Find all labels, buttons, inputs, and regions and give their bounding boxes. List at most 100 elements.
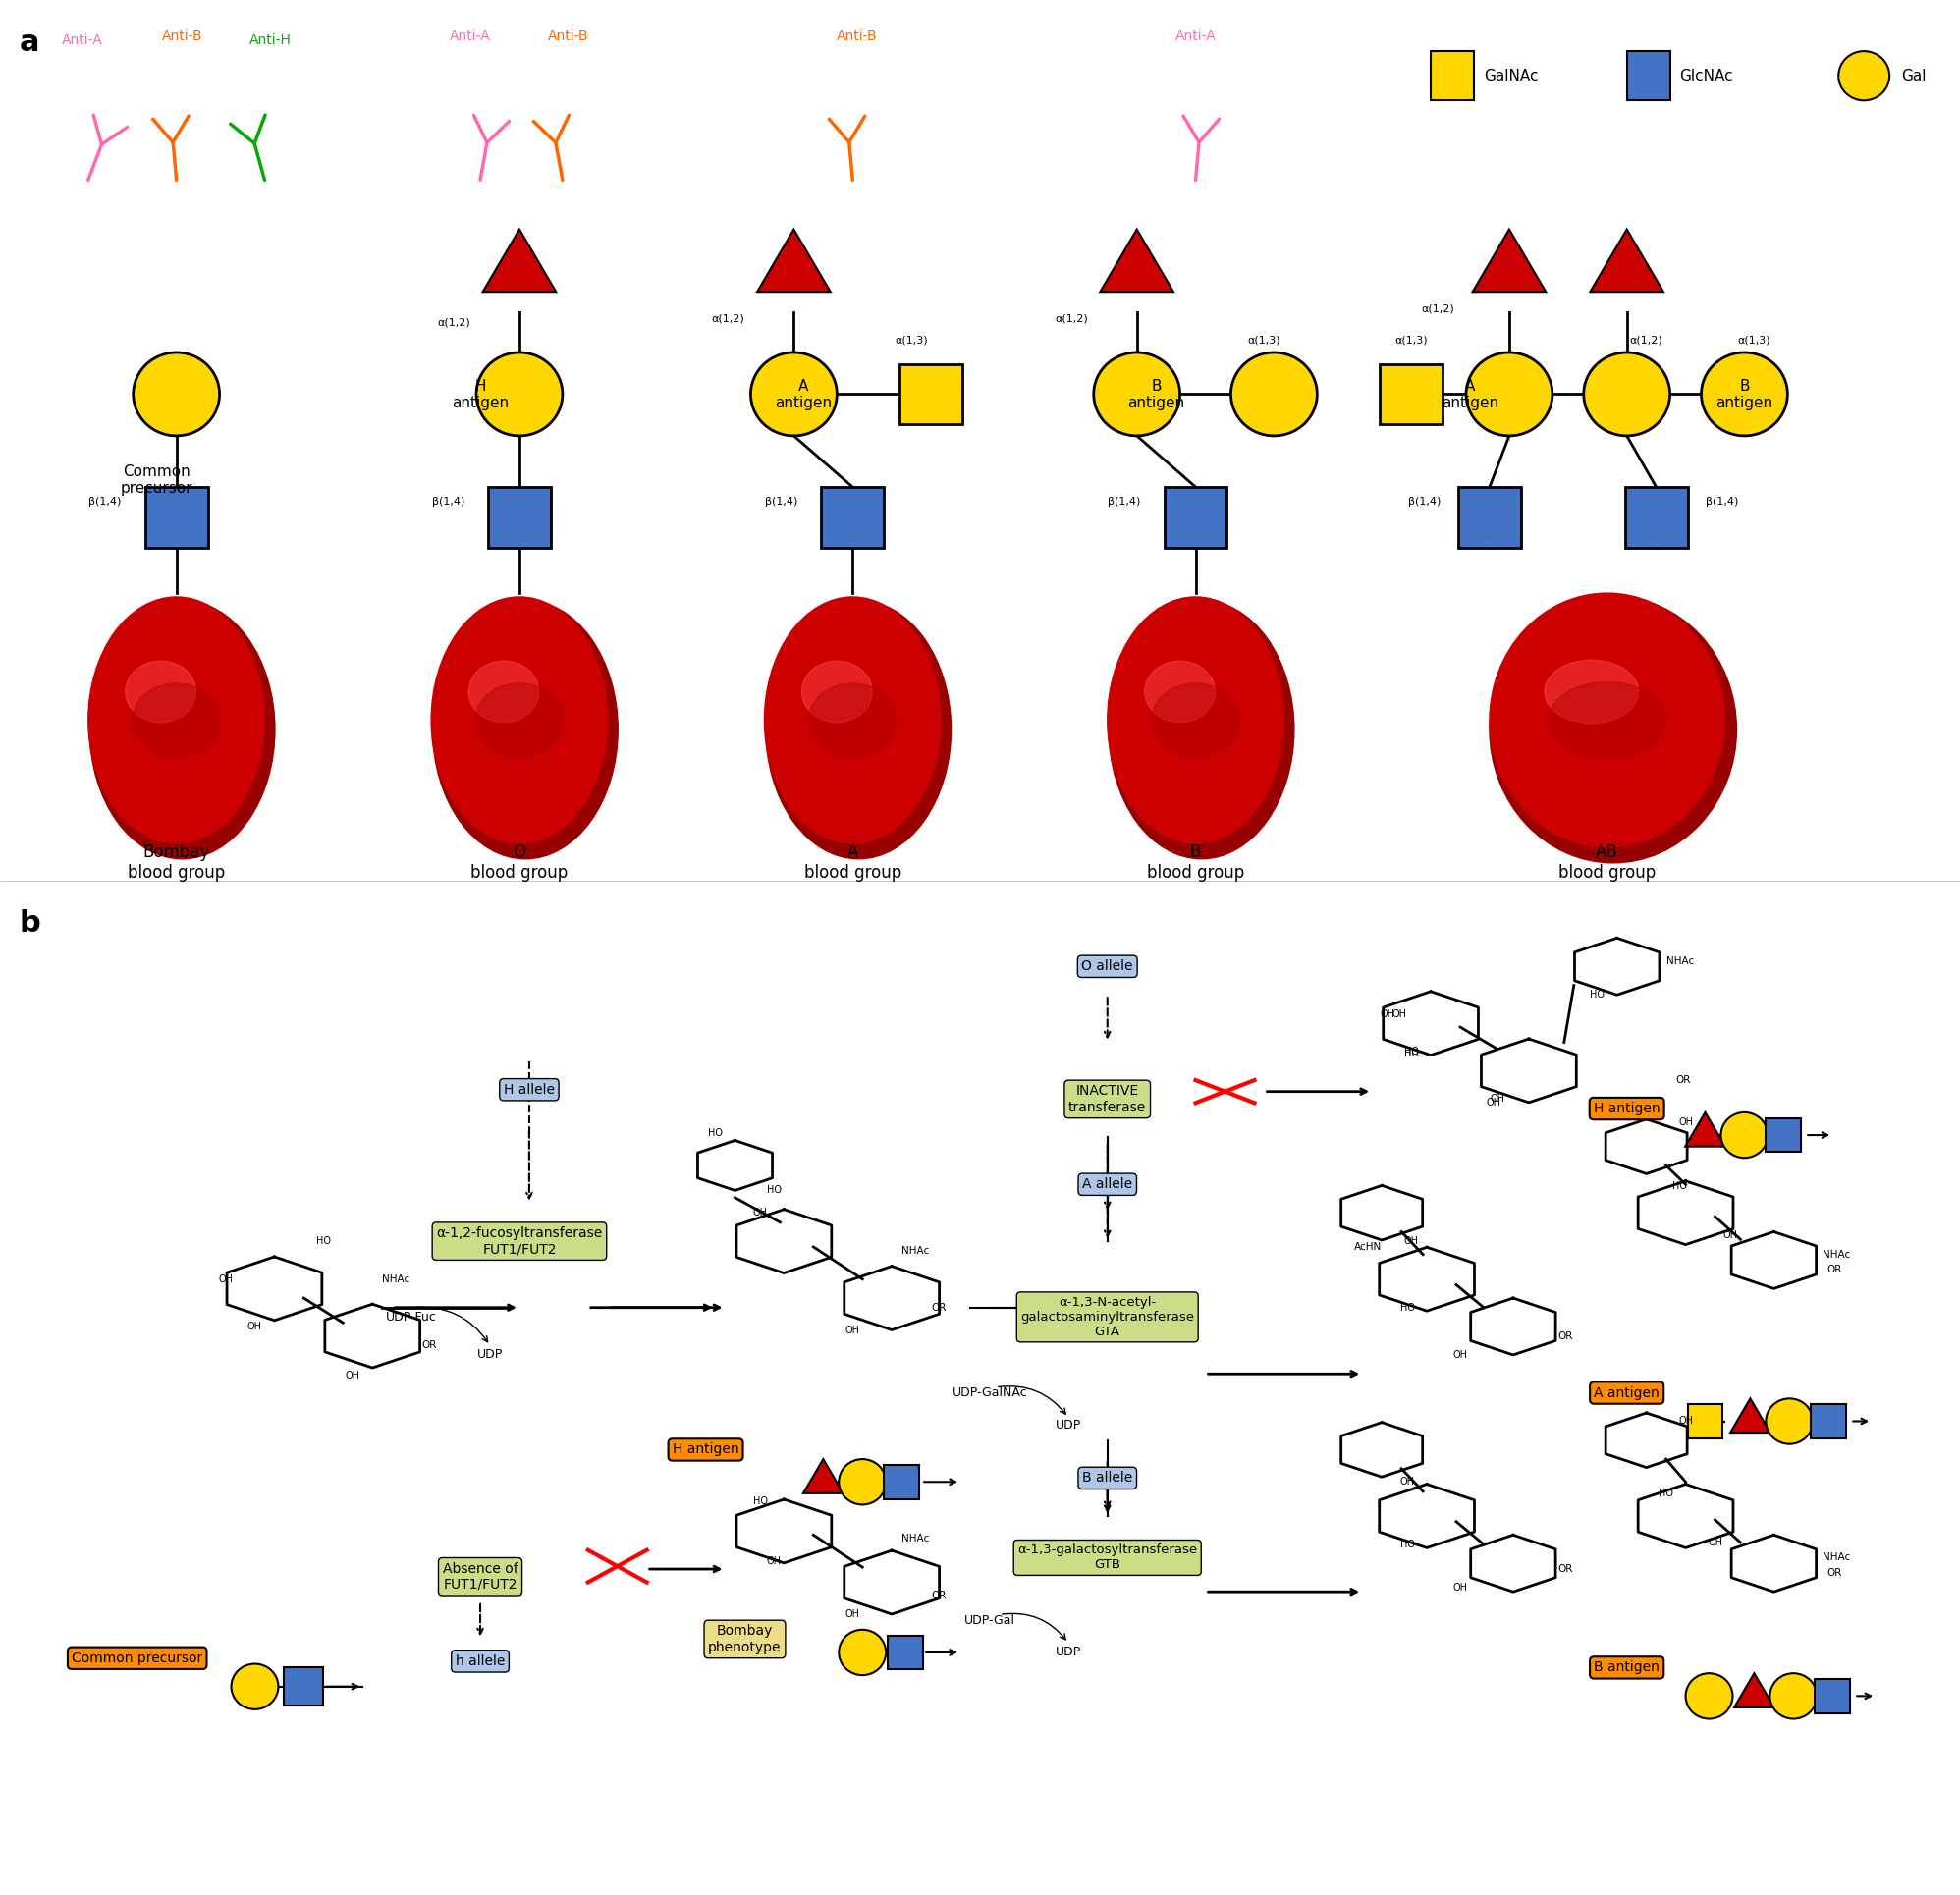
Ellipse shape xyxy=(433,601,617,858)
Circle shape xyxy=(1721,1112,1768,1158)
Text: OR: OR xyxy=(1558,1563,1574,1575)
Text: OH: OH xyxy=(1486,1097,1501,1109)
Bar xyxy=(1766,1118,1801,1152)
Circle shape xyxy=(839,1459,886,1505)
Bar xyxy=(1811,1404,1846,1438)
Text: AcHN: AcHN xyxy=(1354,1241,1382,1253)
Text: OH: OH xyxy=(766,1556,782,1567)
Text: OR: OR xyxy=(1676,1074,1691,1086)
Text: α(1,3): α(1,3) xyxy=(896,335,927,345)
Text: β(1,4): β(1,4) xyxy=(1107,496,1141,508)
Bar xyxy=(884,1465,919,1499)
Text: h allele: h allele xyxy=(455,1654,506,1668)
Text: β(1,4): β(1,4) xyxy=(88,496,122,508)
Circle shape xyxy=(1766,1399,1813,1444)
Text: NHAc: NHAc xyxy=(382,1273,410,1285)
Bar xyxy=(1688,1404,1723,1438)
Text: H antigen: H antigen xyxy=(672,1442,739,1457)
Polygon shape xyxy=(1686,1112,1725,1146)
Text: OR: OR xyxy=(1558,1330,1574,1342)
Circle shape xyxy=(1584,352,1670,436)
Text: UDP: UDP xyxy=(1054,1419,1082,1431)
Ellipse shape xyxy=(468,661,539,722)
Ellipse shape xyxy=(1151,684,1239,758)
Text: H allele: H allele xyxy=(504,1082,555,1097)
Text: β(1,4): β(1,4) xyxy=(431,496,465,508)
Text: OH: OH xyxy=(1707,1537,1723,1548)
Text: NHAc: NHAc xyxy=(1666,955,1693,966)
Ellipse shape xyxy=(131,684,220,758)
Text: Absence of
FUT1/FUT2: Absence of FUT1/FUT2 xyxy=(443,1561,517,1592)
Text: OH: OH xyxy=(1678,1116,1693,1128)
Text: HO: HO xyxy=(1399,1302,1415,1313)
Text: α-1,3-galactosyltransferase
GTB: α-1,3-galactosyltransferase GTB xyxy=(1017,1544,1198,1571)
Text: O allele: O allele xyxy=(1082,959,1133,974)
Bar xyxy=(1380,364,1443,424)
Text: α-1,2-fucosyltransferase
FUT1/FUT2: α-1,2-fucosyltransferase FUT1/FUT2 xyxy=(437,1226,602,1256)
Text: B
blood group: B blood group xyxy=(1147,843,1245,881)
Polygon shape xyxy=(1590,229,1664,292)
Bar xyxy=(1625,487,1688,548)
Text: OH: OH xyxy=(345,1370,361,1381)
Ellipse shape xyxy=(764,597,941,843)
Text: OR: OR xyxy=(931,1302,947,1313)
Text: A antigen: A antigen xyxy=(1593,1385,1660,1400)
Text: Anti-A: Anti-A xyxy=(451,30,490,44)
Text: α(1,3): α(1,3) xyxy=(1396,335,1427,345)
Text: B
antigen: B antigen xyxy=(1127,379,1186,411)
Text: β(1,4): β(1,4) xyxy=(1407,496,1441,508)
Text: OH: OH xyxy=(1403,1236,1419,1247)
Bar xyxy=(1627,51,1670,100)
Text: HO: HO xyxy=(1403,1048,1419,1059)
Text: HO: HO xyxy=(1590,989,1605,1001)
Text: α(1,2): α(1,2) xyxy=(1631,335,1662,345)
Text: β(1,4): β(1,4) xyxy=(1705,496,1739,508)
Text: HO: HO xyxy=(1658,1488,1674,1499)
Polygon shape xyxy=(482,229,557,292)
Text: Anti-B: Anti-B xyxy=(163,30,202,44)
Text: OH: OH xyxy=(218,1273,233,1285)
Text: Anti-H: Anti-H xyxy=(249,34,292,47)
Polygon shape xyxy=(757,229,831,292)
Text: Anti-A: Anti-A xyxy=(63,34,102,47)
Ellipse shape xyxy=(431,597,608,843)
Bar xyxy=(284,1668,323,1706)
Text: OH: OH xyxy=(1452,1349,1468,1361)
Bar xyxy=(1815,1679,1850,1713)
Ellipse shape xyxy=(802,661,872,722)
Circle shape xyxy=(1094,352,1180,436)
Text: Anti-A: Anti-A xyxy=(1176,30,1215,44)
Text: INACTIVE
transferase: INACTIVE transferase xyxy=(1068,1084,1147,1114)
Circle shape xyxy=(1701,352,1788,436)
Circle shape xyxy=(476,352,563,436)
Text: NHAc: NHAc xyxy=(902,1245,929,1256)
Ellipse shape xyxy=(1490,597,1737,862)
Ellipse shape xyxy=(476,684,564,758)
Text: Common
precursor: Common precursor xyxy=(122,464,192,496)
Bar xyxy=(145,487,208,548)
Text: NHAc: NHAc xyxy=(1823,1552,1850,1563)
Ellipse shape xyxy=(1109,601,1294,858)
Text: OH: OH xyxy=(1392,1008,1407,1020)
Circle shape xyxy=(1770,1673,1817,1719)
Polygon shape xyxy=(1472,229,1546,292)
Text: β(1,4): β(1,4) xyxy=(764,496,798,508)
Text: OR: OR xyxy=(1827,1264,1842,1275)
Polygon shape xyxy=(1735,1673,1774,1707)
Text: OR: OR xyxy=(1827,1567,1842,1579)
Bar xyxy=(888,1635,923,1669)
Ellipse shape xyxy=(1145,661,1215,722)
Text: OH: OH xyxy=(753,1207,768,1218)
Text: OH: OH xyxy=(1723,1230,1739,1241)
Ellipse shape xyxy=(90,601,274,858)
Polygon shape xyxy=(1731,1399,1770,1433)
Text: OH: OH xyxy=(1399,1476,1415,1488)
Circle shape xyxy=(133,352,220,436)
Text: HO: HO xyxy=(1672,1181,1688,1192)
Text: OH: OH xyxy=(1452,1582,1468,1594)
Text: Anti-B: Anti-B xyxy=(549,30,588,44)
Text: α(1,2): α(1,2) xyxy=(437,316,470,328)
Text: H
antigen: H antigen xyxy=(451,379,510,411)
Ellipse shape xyxy=(1107,597,1284,843)
Text: HO: HO xyxy=(708,1128,723,1139)
